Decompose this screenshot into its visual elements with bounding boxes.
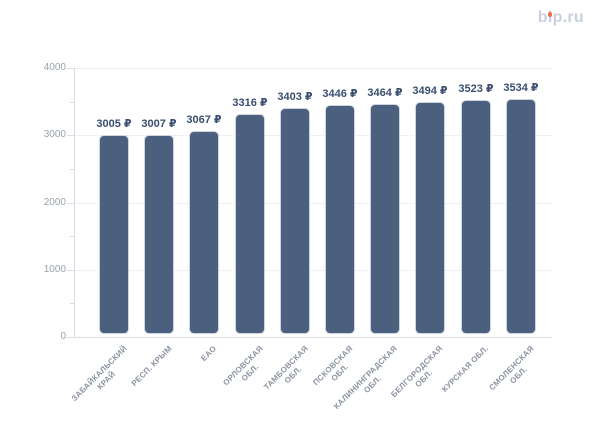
gridline — [74, 68, 552, 69]
bar — [235, 114, 265, 334]
x-axis-label: КУРСКАЯ ОБЛ. — [440, 344, 491, 394]
bar-value-label: 3316 ₽ — [232, 97, 268, 109]
bar-value-label: 3007 ₽ — [141, 118, 177, 130]
y-axis-tick-label: 4000 — [43, 62, 66, 73]
x-axis-label: ТАМБОВСКАЯ ОБЛ. — [261, 344, 310, 392]
logo-i-dot — [547, 12, 553, 17]
bar-value-label: 3005 ₽ — [96, 118, 132, 130]
y-axis-major-tick — [67, 337, 74, 338]
x-axis-label: СМОЛЕНСКАЯ ОБЛ. — [487, 344, 536, 393]
gridline — [74, 135, 552, 136]
bar — [325, 105, 355, 334]
bar-value-label: 3067 ₽ — [186, 114, 222, 126]
gridline — [74, 203, 552, 204]
bar — [99, 135, 129, 334]
bar — [189, 131, 219, 334]
y-axis-minor-tick — [70, 303, 74, 304]
bar — [144, 135, 174, 334]
bar — [415, 102, 445, 334]
bar — [506, 99, 536, 334]
bar — [461, 100, 491, 334]
y-axis-tick-label: 3000 — [43, 129, 66, 140]
bar-value-label: 3534 ₽ — [503, 82, 539, 94]
bar-value-label: 3403 ₽ — [277, 91, 313, 103]
x-axis-label: РЕСП. КРЫМ — [129, 344, 174, 389]
y-axis-minor-tick — [70, 169, 74, 170]
bar-value-label: 3446 ₽ — [322, 88, 358, 100]
y-axis-major-tick — [67, 68, 74, 69]
y-axis-major-tick — [67, 203, 74, 204]
y-axis-major-tick — [67, 270, 74, 271]
y-axis-minor-tick — [70, 236, 74, 237]
x-axis-label: ЗАБАЙКАЛЬСКИЙ КРАЙ — [69, 344, 129, 404]
x-axis-label: ЕАО — [199, 344, 219, 363]
bar — [370, 104, 400, 334]
bar-value-label: 3494 ₽ — [412, 85, 448, 97]
bar-value-label: 3523 ₽ — [458, 83, 494, 95]
y-axis-tick-label: 1000 — [43, 264, 66, 275]
site-logo: bip.ru — [538, 10, 584, 26]
bar — [280, 108, 310, 334]
bar-value-label: 3464 ₽ — [367, 87, 403, 99]
y-axis-major-tick — [67, 135, 74, 136]
y-axis-tick-label: 0 — [60, 331, 66, 342]
gridline — [74, 270, 552, 271]
x-axis-line — [74, 337, 552, 338]
y-axis-line — [74, 68, 75, 337]
y-axis-minor-tick — [70, 102, 74, 103]
y-axis-tick-label: 2000 — [43, 197, 66, 208]
